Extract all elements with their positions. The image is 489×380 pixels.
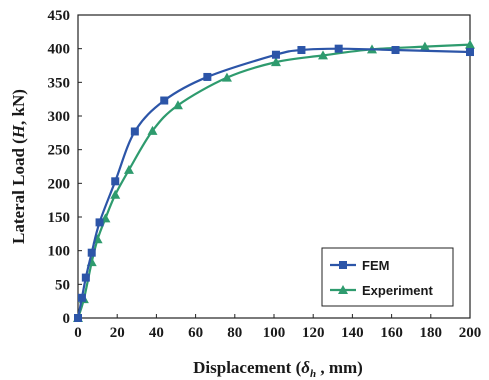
x-tick-label: 60 xyxy=(188,325,203,341)
y-tick-label: 50 xyxy=(55,277,70,293)
experiment-point xyxy=(419,41,430,51)
fem-point xyxy=(203,72,212,81)
x-tick-label: 20 xyxy=(110,325,125,341)
experiment-point xyxy=(172,100,183,110)
fem-point xyxy=(160,96,169,105)
y-tick-label: 400 xyxy=(48,42,71,58)
experiment-point xyxy=(318,50,328,60)
x-tick-label: 140 xyxy=(341,325,364,341)
x-tick-label: 80 xyxy=(227,325,242,341)
tick-labels: 0 20 40 60 80 100 120 140 160 180 200 0 50 100 150 200 2… xyxy=(48,8,482,341)
experiment-point xyxy=(123,164,134,174)
x-axis-label: Displacement (δh , mm) xyxy=(193,358,363,380)
fem-point xyxy=(81,273,90,282)
y-tick-label: 0 xyxy=(63,311,71,327)
fem-point xyxy=(74,314,82,322)
series-fem xyxy=(74,44,474,322)
fem-point xyxy=(77,293,86,302)
y-tick-label: 200 xyxy=(48,176,71,192)
legend-box xyxy=(321,247,454,307)
legend-label-experiment: Experiment xyxy=(362,283,433,298)
y-axis-label: Lateral Load (H, kN) xyxy=(9,89,28,244)
y-tick-label: 150 xyxy=(48,210,71,226)
x-tick-label: 180 xyxy=(420,325,443,341)
experiment-point xyxy=(147,125,158,135)
legend-marker-experiment xyxy=(338,285,348,294)
experiment-point xyxy=(110,189,121,199)
x-tick-label: 0 xyxy=(74,325,82,341)
y-tick-label: 250 xyxy=(48,143,71,159)
fem-point xyxy=(466,48,474,57)
experiment-point xyxy=(221,72,232,82)
y-tick-label: 350 xyxy=(48,75,71,91)
series-layer xyxy=(73,39,475,322)
experiment-point xyxy=(465,39,475,49)
legend-marker-fem xyxy=(339,261,347,269)
x-tick-label: 120 xyxy=(302,325,325,341)
fem-point xyxy=(334,44,343,53)
y-tick-label: 450 xyxy=(48,8,71,24)
x-tick-label: 40 xyxy=(149,325,164,341)
legend: FEM Experiment xyxy=(321,247,454,307)
fem-point xyxy=(111,177,120,186)
x-tick-label: 200 xyxy=(459,325,482,341)
fem-point xyxy=(297,46,306,55)
x-tick-label: 100 xyxy=(263,325,286,341)
fem-point xyxy=(95,218,104,227)
fem-point xyxy=(87,248,96,257)
y-tick-label: 100 xyxy=(48,244,71,260)
experiment-point xyxy=(270,57,281,67)
x-tick-label: 160 xyxy=(380,325,403,341)
fem-point xyxy=(130,127,139,136)
legend-label-fem: FEM xyxy=(362,258,389,273)
fem-point xyxy=(391,46,400,55)
fem-point xyxy=(271,50,280,59)
y-tick-label: 300 xyxy=(48,109,71,125)
